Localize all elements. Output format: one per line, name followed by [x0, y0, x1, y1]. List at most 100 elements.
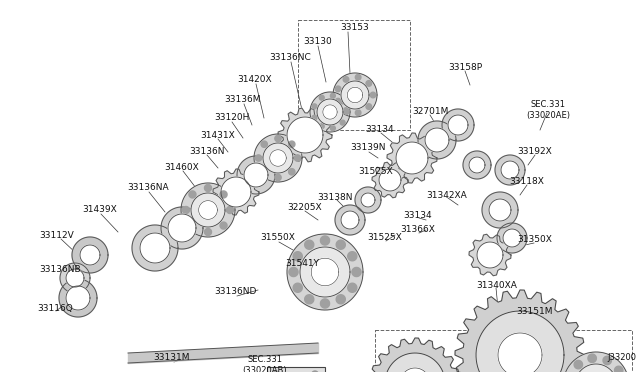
Polygon shape [261, 169, 268, 175]
Polygon shape [498, 333, 542, 372]
Polygon shape [366, 81, 372, 86]
Text: 33116Q: 33116Q [37, 304, 73, 312]
FancyBboxPatch shape [267, 367, 325, 372]
Polygon shape [294, 155, 301, 161]
Text: 33192X: 33192X [518, 148, 552, 157]
Polygon shape [191, 193, 225, 227]
Text: 31342XA: 31342XA [427, 190, 467, 199]
Polygon shape [336, 240, 346, 249]
Polygon shape [575, 364, 617, 372]
Polygon shape [198, 201, 218, 219]
Text: 31350X: 31350X [518, 235, 552, 244]
Polygon shape [254, 134, 302, 182]
Polygon shape [272, 371, 280, 372]
Polygon shape [341, 81, 369, 109]
Polygon shape [275, 174, 281, 181]
Polygon shape [293, 283, 302, 292]
Text: 33138N: 33138N [317, 192, 353, 202]
Polygon shape [205, 228, 211, 235]
Polygon shape [333, 73, 377, 117]
Polygon shape [503, 229, 521, 247]
Polygon shape [396, 142, 428, 174]
Text: 33136NC: 33136NC [269, 54, 311, 62]
Polygon shape [463, 151, 491, 179]
Polygon shape [72, 237, 108, 273]
Polygon shape [80, 245, 100, 265]
Polygon shape [289, 169, 295, 175]
Text: 33158P: 33158P [448, 64, 482, 73]
Polygon shape [269, 150, 286, 166]
Polygon shape [348, 252, 357, 261]
Polygon shape [352, 267, 361, 276]
Polygon shape [482, 192, 518, 228]
Polygon shape [501, 161, 519, 179]
Polygon shape [317, 99, 343, 125]
Polygon shape [289, 141, 295, 147]
Polygon shape [385, 353, 445, 372]
Text: 31420X: 31420X [237, 76, 272, 84]
Text: J33200: J33200 [607, 353, 637, 362]
Text: 33112V: 33112V [40, 231, 74, 240]
Text: 33120H: 33120H [214, 113, 250, 122]
Polygon shape [330, 93, 335, 98]
Polygon shape [343, 108, 349, 113]
Polygon shape [182, 206, 189, 214]
Polygon shape [321, 236, 330, 245]
Text: 33151M: 33151M [516, 308, 553, 317]
Polygon shape [361, 193, 375, 207]
Text: 31439X: 31439X [83, 205, 117, 215]
Polygon shape [287, 234, 363, 310]
Polygon shape [476, 311, 564, 372]
Polygon shape [311, 371, 319, 372]
Text: 32205X: 32205X [288, 203, 323, 212]
Polygon shape [321, 299, 330, 308]
Polygon shape [335, 205, 365, 235]
Polygon shape [469, 234, 511, 276]
Polygon shape [355, 187, 381, 213]
Text: 33134: 33134 [365, 125, 394, 135]
Polygon shape [372, 162, 408, 198]
Polygon shape [205, 185, 211, 192]
Polygon shape [140, 233, 170, 263]
Polygon shape [489, 199, 511, 221]
Polygon shape [312, 104, 317, 109]
Text: 32701M: 32701M [412, 108, 448, 116]
Polygon shape [181, 183, 235, 237]
Polygon shape [66, 269, 84, 287]
Text: 33136NA: 33136NA [127, 183, 169, 192]
Text: 31525X: 31525X [358, 167, 394, 176]
Text: 33130: 33130 [303, 38, 332, 46]
Polygon shape [497, 223, 527, 253]
Polygon shape [305, 240, 314, 249]
Polygon shape [400, 368, 430, 372]
Text: 33136N: 33136N [189, 148, 225, 157]
Polygon shape [213, 169, 259, 215]
Polygon shape [335, 98, 341, 104]
Polygon shape [340, 120, 345, 125]
Polygon shape [335, 86, 341, 92]
Text: 31541Y: 31541Y [285, 259, 319, 267]
Polygon shape [574, 360, 582, 369]
Text: 33136NB: 33136NB [39, 266, 81, 275]
Text: 31431X: 31431X [200, 131, 236, 140]
Polygon shape [370, 92, 376, 98]
Polygon shape [348, 87, 363, 103]
Polygon shape [442, 109, 474, 141]
Polygon shape [379, 169, 401, 191]
Polygon shape [355, 110, 361, 116]
Polygon shape [255, 155, 262, 161]
Text: 33139N: 33139N [350, 144, 386, 153]
Polygon shape [220, 222, 227, 229]
Polygon shape [311, 258, 339, 286]
Polygon shape [227, 206, 234, 214]
Polygon shape [603, 356, 611, 365]
Polygon shape [344, 109, 349, 115]
Polygon shape [59, 279, 97, 317]
Polygon shape [614, 366, 623, 372]
Polygon shape [425, 128, 449, 152]
Polygon shape [66, 286, 90, 310]
Polygon shape [495, 155, 525, 185]
Polygon shape [305, 295, 314, 304]
Polygon shape [189, 222, 196, 229]
Polygon shape [293, 252, 302, 261]
